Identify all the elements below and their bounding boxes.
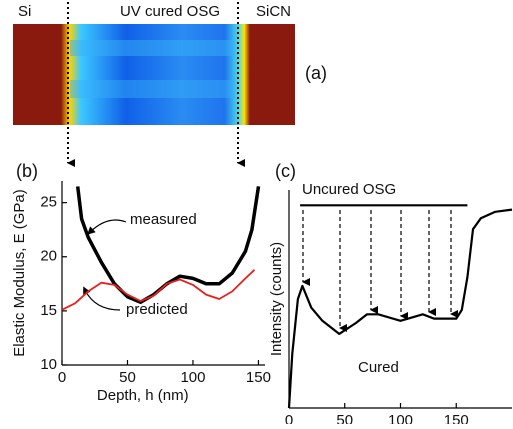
y-tick-label: 20 xyxy=(40,248,57,265)
x-tick-label: 0 xyxy=(58,369,66,386)
x-tick-label: 150 xyxy=(444,412,469,424)
y-tick-label: 10 xyxy=(40,356,57,373)
panel-label: (b) xyxy=(16,161,38,181)
series-label: measured xyxy=(130,211,197,228)
x-tick-label: 100 xyxy=(180,369,205,386)
heatmap-image xyxy=(13,24,295,125)
x-tick-label: 100 xyxy=(388,412,413,424)
panel-label: (c) xyxy=(275,161,296,181)
series-label: predicted xyxy=(126,301,188,318)
series-label: Uncured OSG xyxy=(302,181,396,198)
layer-label: SiCN xyxy=(256,3,291,20)
x-tick-label: 50 xyxy=(336,412,353,424)
annotation-arrow xyxy=(85,290,120,310)
dashed-arrows xyxy=(303,210,451,328)
layer-label: UV cured OSG xyxy=(120,3,220,20)
panel-label: (a) xyxy=(305,63,327,83)
figure: Si UV cured OSG SiCN (a) (b) measured pr… xyxy=(0,0,513,424)
x-axis-label: Depth, h (nm) xyxy=(97,387,189,404)
y-axis-label: Intensity (counts) xyxy=(268,242,285,356)
annotation-arrow xyxy=(90,220,126,232)
layer-label: Si xyxy=(18,3,31,20)
x-tick-label: 150 xyxy=(246,369,271,386)
y-tick-label: 15 xyxy=(40,302,57,319)
y-tick-label: 25 xyxy=(40,194,57,211)
series-label: Cured xyxy=(358,359,399,376)
series-line xyxy=(78,186,259,302)
x-tick-label: 50 xyxy=(119,369,136,386)
x-tick-label: 0 xyxy=(285,412,293,424)
y-axis-label: Elastic Modulus, E (GPa) xyxy=(11,189,28,357)
heatmap-band xyxy=(70,80,235,98)
heatmap-band xyxy=(70,40,235,56)
